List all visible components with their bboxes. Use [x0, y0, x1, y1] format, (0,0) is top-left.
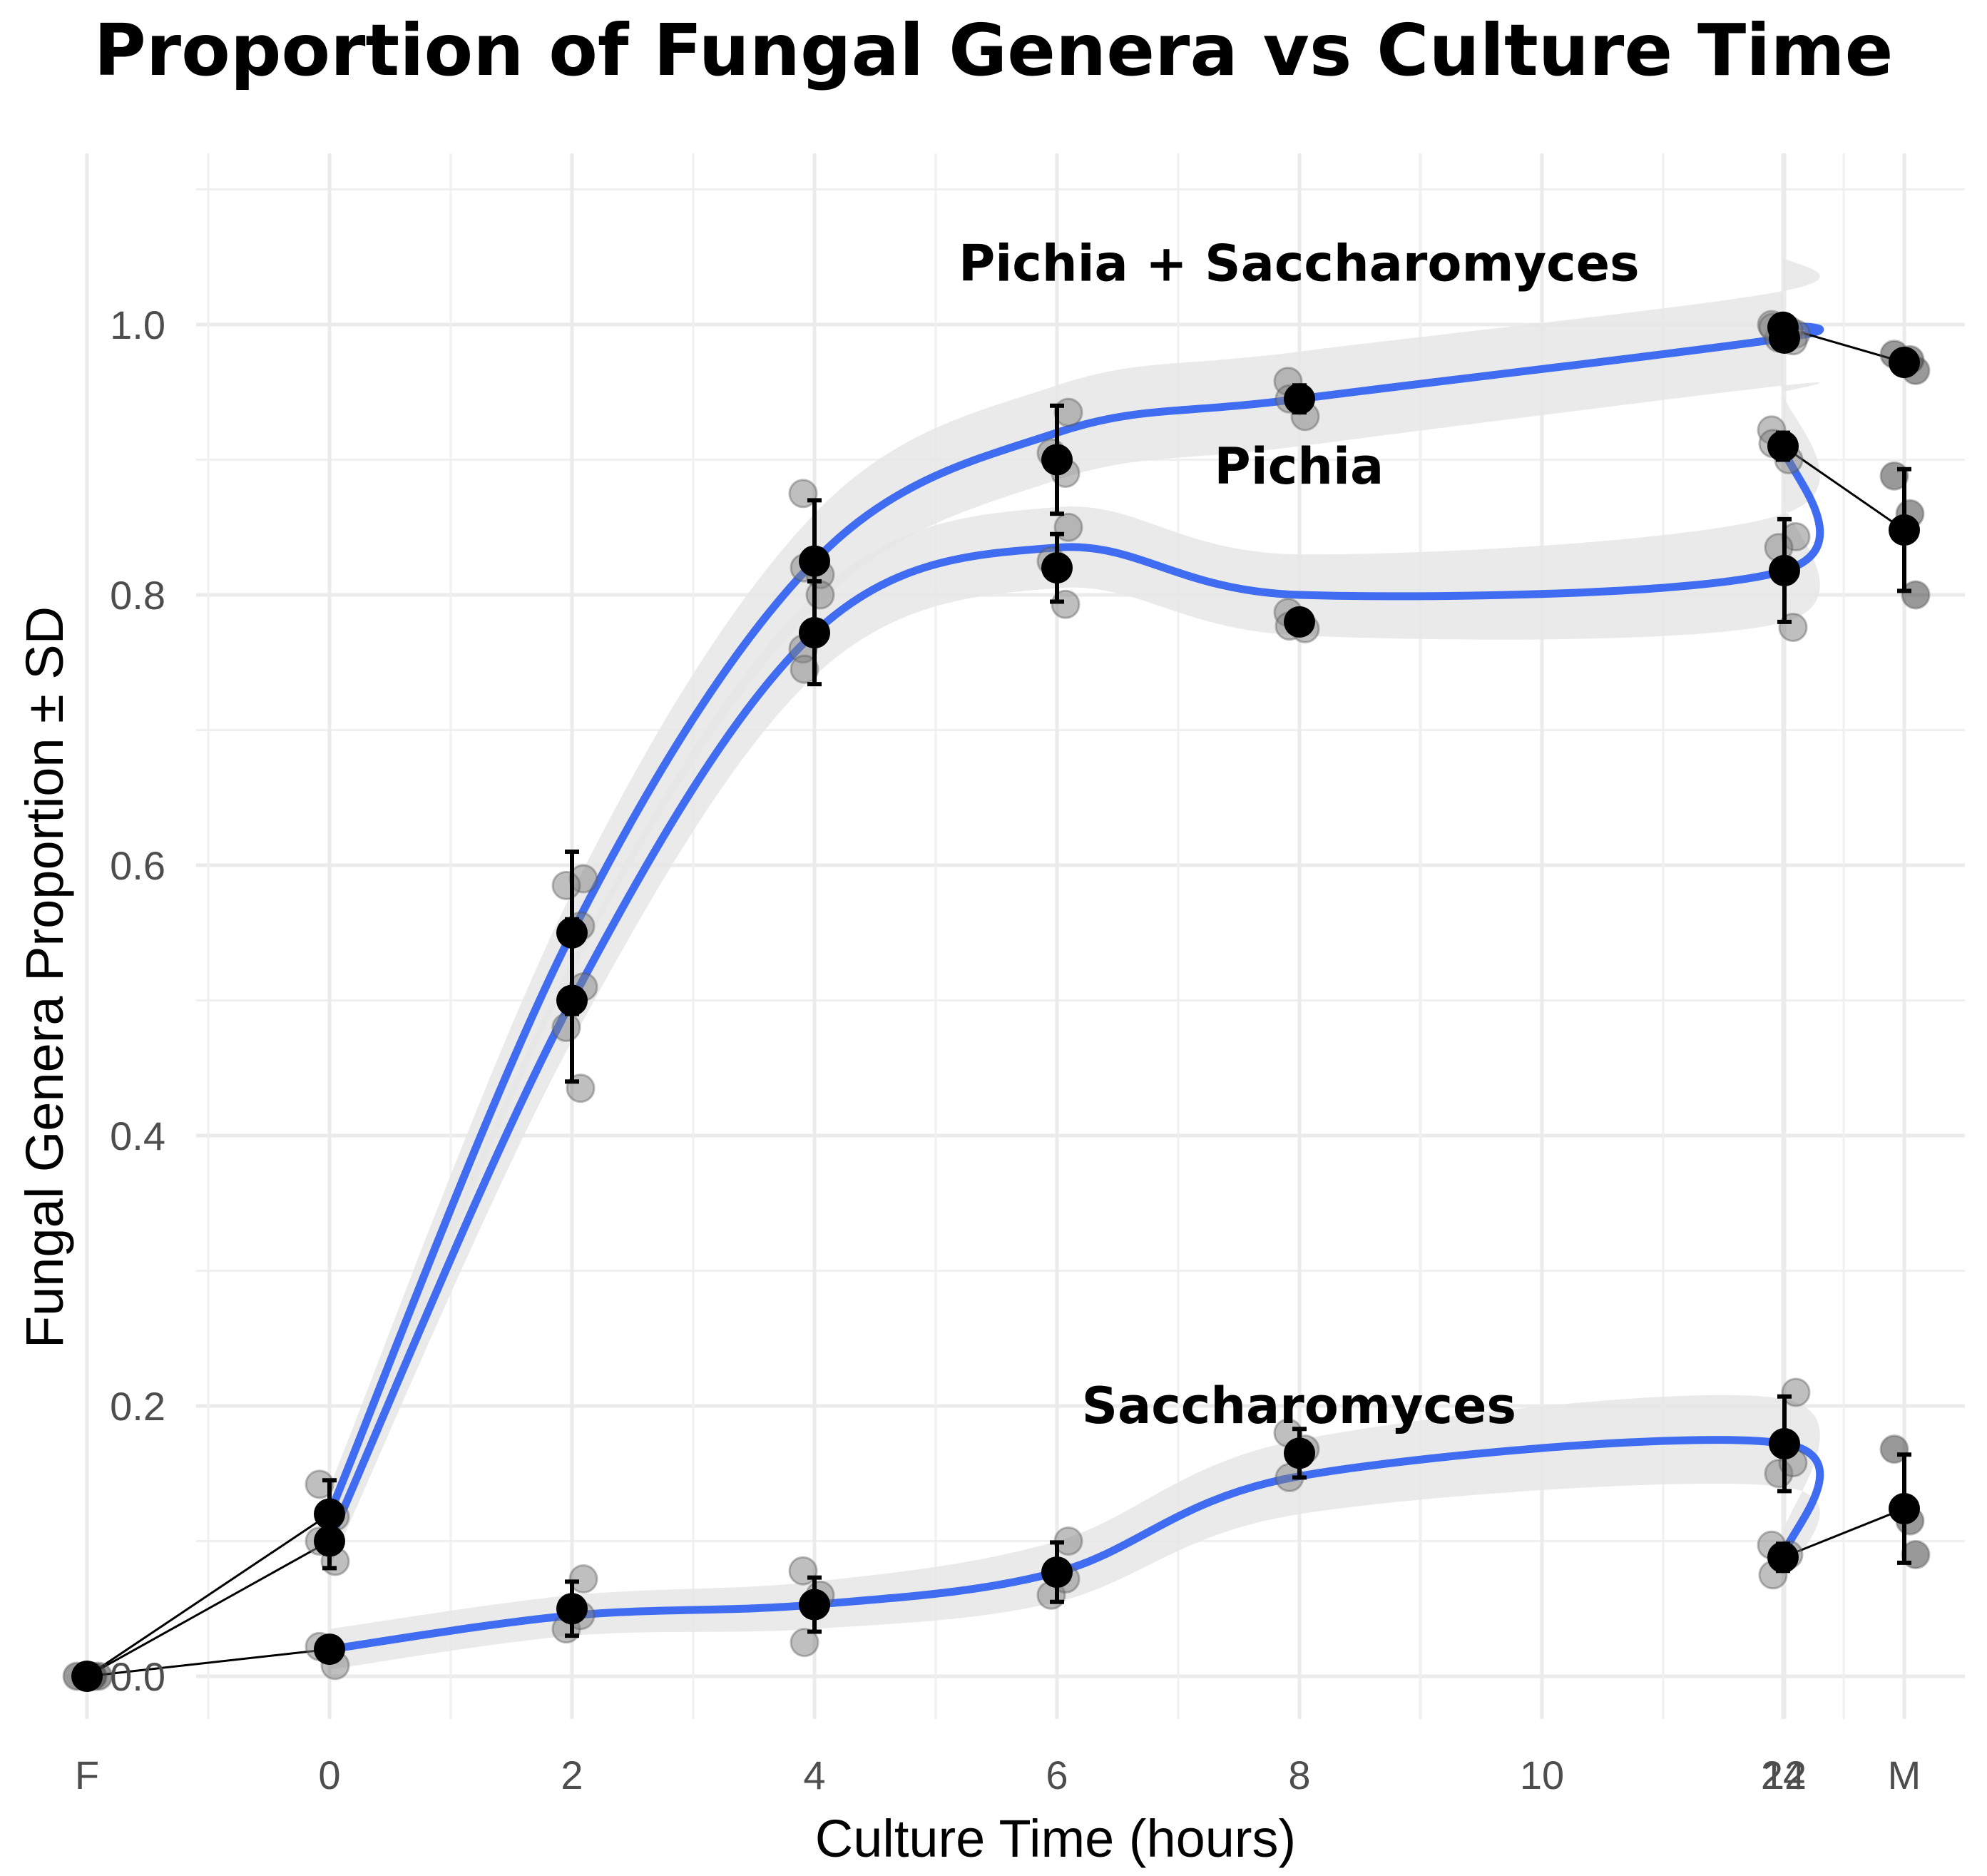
- x-tick-label: 6: [1046, 1753, 1068, 1798]
- series-annotations: Pichia + Saccharomyces Pichia Saccharomyce…: [959, 235, 1640, 1435]
- smooth-line: [325, 320, 1824, 1519]
- confidence-bands: [330, 257, 1820, 1670]
- mean-point: [1767, 311, 1799, 343]
- mean-point: [314, 1633, 345, 1666]
- y-tick-label: 0.0: [110, 1654, 165, 1699]
- connector-line: [1782, 445, 1905, 531]
- mean-point: [799, 1589, 830, 1621]
- mean-point: [1041, 444, 1073, 476]
- replicate-point: [790, 654, 819, 684]
- connector-line: [86, 1648, 330, 1678]
- y-axis-title: Fungal Genera Proportion ± SD: [15, 606, 74, 1348]
- connector-line: [1782, 1507, 1905, 1559]
- series-annotation: Pichia: [1214, 437, 1384, 496]
- mean-point: [556, 1593, 588, 1625]
- mean-point: [799, 545, 830, 577]
- x-tick-label: M: [1888, 1753, 1921, 1798]
- mean-point: [799, 617, 830, 649]
- mean-point: [1284, 606, 1315, 638]
- mean-point: [1889, 1493, 1920, 1525]
- replicate-point: [1781, 1377, 1811, 1407]
- y-tick-label: 0.4: [110, 1113, 165, 1158]
- replicate-point: [790, 1628, 819, 1658]
- smooth-line: [325, 442, 1824, 1545]
- x-tick-label: 2: [561, 1753, 583, 1798]
- y-tick-label: 1.0: [110, 302, 165, 347]
- mean-point: [556, 917, 588, 949]
- mean-point: [1767, 1541, 1799, 1574]
- mean-point: [314, 1525, 345, 1557]
- x-tick-label: 12: [1762, 1753, 1807, 1798]
- mean-points: [71, 311, 1920, 1692]
- x-tick-label: F: [75, 1753, 99, 1798]
- x-axis-title: Culture Time (hours): [815, 1809, 1296, 1868]
- mean-point: [1041, 552, 1073, 584]
- mean-point: [1284, 1437, 1315, 1469]
- y-tick-labels: 0.0 0.2 0.4 0.6 0.8 1.0: [110, 302, 165, 1699]
- connector-line: [86, 1540, 330, 1678]
- x-tick-label: 4: [803, 1753, 825, 1798]
- mean-point: [1889, 514, 1920, 546]
- replicate-point: [551, 870, 581, 900]
- mean-point: [314, 1498, 345, 1530]
- mean-point: [1767, 430, 1799, 462]
- mean-point: [1769, 1428, 1800, 1460]
- series-annotation: Saccharomyces: [1082, 1377, 1517, 1435]
- confidence-band: [330, 1395, 1820, 1670]
- mean-point: [1769, 554, 1800, 586]
- x-tick-label: 10: [1520, 1753, 1564, 1798]
- replicate-point: [1901, 580, 1931, 610]
- mean-point: [1889, 347, 1920, 379]
- mean-point: [556, 984, 588, 1016]
- replicate-point: [551, 1012, 581, 1042]
- confidence-band: [330, 257, 1820, 1541]
- mean-point: [1284, 383, 1315, 415]
- y-tick-label: 0.6: [110, 843, 165, 888]
- mean-point: [1041, 1556, 1073, 1589]
- replicate-point: [568, 1564, 598, 1594]
- x-tick-label: 0: [318, 1753, 340, 1798]
- mean-point: [71, 1661, 103, 1692]
- connector-line: [86, 1513, 330, 1678]
- replicate-point: [305, 1469, 334, 1499]
- x-tick-label: 8: [1288, 1753, 1310, 1798]
- replicate-point: [805, 580, 835, 610]
- x-tick-label: 24: [1761, 1753, 1805, 1798]
- series-annotation: Pichia + Saccharomyces: [959, 235, 1640, 293]
- chart-title: Proportion of Fungal Genera vs Culture T…: [93, 9, 1894, 92]
- y-tick-label: 0.8: [110, 573, 165, 618]
- y-tick-label: 0.2: [110, 1384, 165, 1429]
